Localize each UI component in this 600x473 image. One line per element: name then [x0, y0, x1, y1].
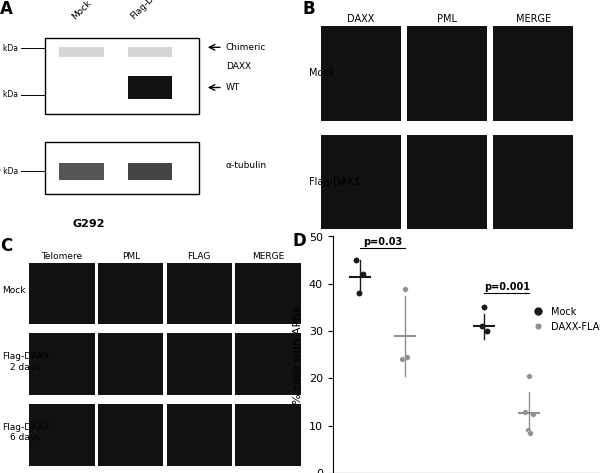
Bar: [167, 263, 232, 324]
Bar: [321, 135, 401, 229]
Text: G292: G292: [73, 219, 106, 229]
Text: p=0.03: p=0.03: [363, 237, 402, 247]
Bar: [235, 333, 301, 395]
Text: p=0.001: p=0.001: [484, 282, 530, 292]
Bar: [493, 26, 573, 121]
Text: A: A: [0, 0, 13, 18]
Point: [358, 271, 367, 278]
Point: [477, 323, 487, 330]
Bar: [235, 263, 301, 324]
Bar: [321, 26, 401, 121]
Text: PML: PML: [122, 252, 140, 261]
Bar: [98, 404, 163, 466]
Bar: [98, 333, 163, 395]
Text: D: D: [293, 232, 307, 250]
Y-axis label: % cells with APBs: % cells with APBs: [293, 306, 303, 403]
Text: DAXX: DAXX: [347, 14, 374, 24]
Text: Mock: Mock: [309, 68, 334, 79]
Text: Chimeric: Chimeric: [226, 43, 266, 52]
Text: FLAG: FLAG: [188, 252, 211, 261]
Text: MERGE: MERGE: [515, 14, 551, 24]
Point: [400, 285, 410, 292]
Bar: [29, 404, 95, 466]
Point: [482, 327, 491, 335]
Point: [523, 427, 533, 434]
Text: Flag-DAXX
6 days: Flag-DAXX 6 days: [2, 423, 49, 443]
Text: WT: WT: [226, 83, 240, 92]
Point: [352, 256, 361, 264]
Text: Mock: Mock: [2, 286, 25, 296]
Bar: [493, 135, 573, 229]
Bar: [167, 404, 232, 466]
Text: Telomere: Telomere: [41, 252, 83, 261]
Text: Flag-DAXX: Flag-DAXX: [128, 0, 169, 21]
Point: [524, 372, 534, 380]
Bar: [29, 263, 95, 324]
Bar: [128, 163, 172, 180]
Bar: [29, 333, 95, 395]
Point: [354, 289, 364, 297]
Text: PML: PML: [437, 14, 457, 24]
Text: 50 kDa: 50 kDa: [0, 167, 18, 176]
Text: Mock: Mock: [70, 0, 93, 21]
Text: Flag-DAXX
2 days: Flag-DAXX 2 days: [2, 352, 49, 372]
Bar: [407, 26, 487, 121]
Bar: [128, 47, 172, 57]
Point: [403, 353, 412, 361]
Bar: [59, 47, 104, 57]
Bar: [407, 135, 487, 229]
Text: Flag-DAXX: Flag-DAXX: [309, 177, 360, 187]
Text: B: B: [303, 0, 316, 18]
Bar: [235, 404, 301, 466]
Text: C: C: [0, 236, 12, 254]
Text: 100 kDa: 100 kDa: [0, 90, 18, 99]
Point: [479, 304, 489, 311]
Bar: [167, 333, 232, 395]
Bar: [59, 163, 104, 180]
Text: MERGE: MERGE: [252, 252, 284, 261]
Legend: Mock, DAXX-FLAG: Mock, DAXX-FLAG: [527, 305, 600, 333]
Text: α-tubulin: α-tubulin: [226, 161, 267, 170]
Text: DAXX: DAXX: [226, 61, 251, 71]
Point: [398, 356, 407, 363]
Point: [528, 410, 538, 418]
Bar: [98, 263, 163, 324]
Text: 150 kDa: 150 kDa: [0, 44, 18, 53]
Point: [521, 408, 530, 415]
Point: [526, 429, 535, 437]
